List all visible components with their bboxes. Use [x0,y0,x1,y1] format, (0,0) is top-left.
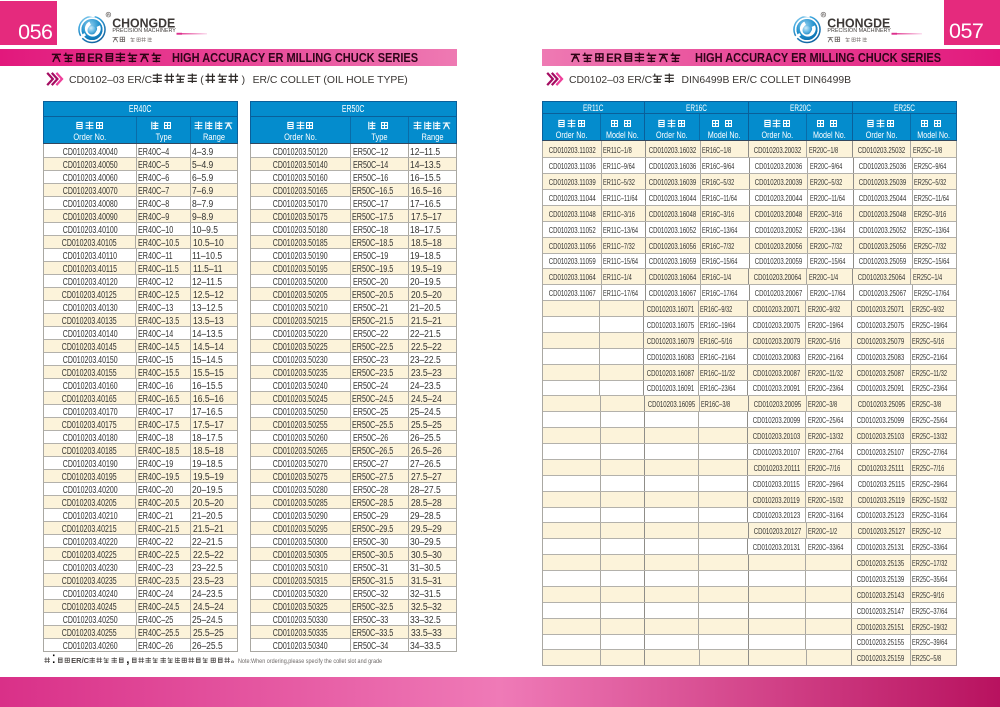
svg-text:CHONGDE: CHONGDE [827,16,890,31]
svg-text:CHONGDE: CHONGDE [112,16,175,31]
svg-text:PRECISION MACHINERY: PRECISION MACHINERY [827,28,891,34]
svg-text:PRECISION MACHINERY: PRECISION MACHINERY [112,28,176,34]
svg-text:R: R [107,13,110,17]
svg-text:R: R [822,13,825,17]
